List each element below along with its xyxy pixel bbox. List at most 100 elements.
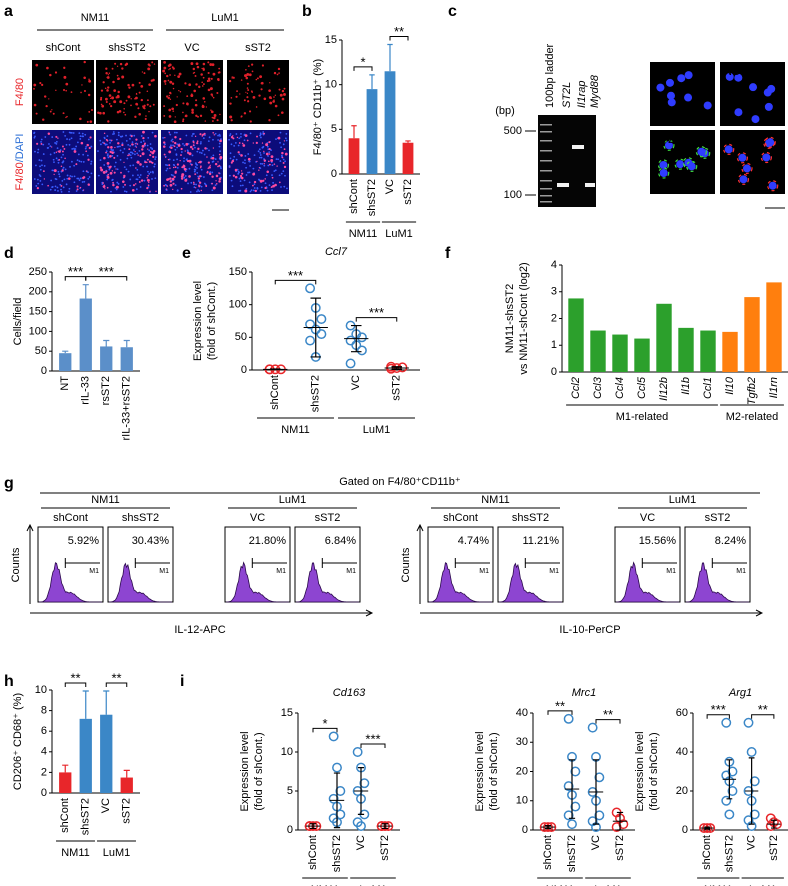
nucleus	[73, 164, 76, 167]
stained-cell	[102, 185, 106, 189]
stained-cell	[165, 156, 167, 158]
stained-cell	[199, 160, 202, 164]
stained-cell	[188, 175, 191, 178]
bar	[722, 331, 738, 372]
stained-cell	[54, 71, 58, 74]
sample-label: sST2	[705, 512, 731, 524]
nucleus	[189, 163, 192, 165]
stained-cell	[207, 88, 211, 92]
nucleus	[262, 131, 265, 133]
bar	[634, 338, 650, 372]
ladder-band	[540, 201, 552, 203]
stained-cell	[140, 84, 144, 88]
error-bar	[351, 125, 357, 139]
stained-cell	[180, 147, 183, 151]
nucleus	[183, 157, 185, 160]
nucleus	[54, 185, 57, 188]
nucleus	[201, 149, 204, 152]
stained-cell	[87, 93, 91, 97]
nucleus	[252, 167, 255, 170]
stained-cell	[108, 166, 112, 169]
nucleus	[54, 142, 57, 144]
stained-cell	[232, 137, 235, 140]
stained-cell	[49, 110, 52, 113]
stained-cell	[235, 95, 238, 98]
nucleus	[242, 161, 244, 164]
nucleus	[60, 188, 62, 191]
stained-cell	[174, 74, 176, 77]
stained-cell	[197, 115, 199, 118]
y-tick-label: 100	[29, 325, 47, 337]
gel-lane-label: Myd88	[589, 74, 601, 108]
y-axis-label: Expression level	[634, 731, 646, 811]
y-tick-label: 10	[516, 795, 528, 807]
stained-cell	[194, 75, 197, 77]
nucleus	[260, 156, 263, 159]
stained-cell	[200, 166, 202, 169]
nucleus	[244, 155, 247, 157]
nucleus	[196, 190, 198, 193]
nucleus	[78, 160, 81, 163]
stained-cell	[208, 172, 212, 176]
stained-cell	[240, 154, 243, 157]
membrane-stain	[699, 147, 711, 159]
stained-cell	[174, 166, 177, 169]
y-axis-label: Counts	[10, 547, 22, 582]
stained-cell	[75, 163, 78, 166]
nucleus	[208, 149, 210, 152]
stained-cell	[251, 70, 254, 73]
stained-cell	[169, 80, 173, 84]
nucleus	[677, 74, 686, 83]
stained-cell	[210, 110, 214, 114]
stained-cell	[268, 89, 271, 92]
data-point	[749, 776, 760, 787]
bar	[120, 777, 133, 793]
nucleus	[49, 145, 52, 148]
stained-cell	[88, 110, 91, 113]
nucleus	[217, 134, 219, 137]
stained-cell	[193, 89, 197, 93]
nucleus	[667, 98, 676, 107]
stained-cell	[282, 161, 285, 164]
nucleus	[61, 179, 64, 182]
stained-cell	[63, 75, 67, 79]
significance-bracket	[751, 714, 775, 719]
stained-cell	[240, 170, 243, 172]
stained-cell	[201, 85, 204, 87]
nucleus	[38, 159, 41, 161]
nucleus	[135, 178, 138, 181]
stained-cell	[101, 104, 105, 108]
significance-bracket	[360, 743, 386, 748]
nucleus	[140, 135, 143, 137]
nucleus	[116, 168, 119, 171]
nucleus	[41, 183, 44, 186]
significance-bracket	[105, 682, 128, 688]
nucleus	[267, 155, 269, 157]
stain-label: NC	[654, 66, 670, 78]
stained-cell	[105, 100, 108, 104]
nucleus	[164, 143, 166, 146]
nucleus	[77, 141, 79, 144]
nucleus	[134, 145, 137, 148]
stained-cell	[136, 143, 139, 145]
nucleus	[99, 139, 102, 142]
error-bar	[369, 74, 375, 90]
row-label-part: /DAPI	[14, 134, 26, 163]
stained-cell	[248, 110, 252, 113]
y-axis-label: vs NM11-shCont (log2)	[518, 262, 530, 374]
y-tick-label: 10	[325, 79, 337, 91]
stained-cell	[185, 142, 189, 146]
nucleus	[268, 184, 271, 187]
stained-cell	[128, 148, 131, 151]
bar	[590, 330, 606, 372]
x-tick-label: Il1rn	[768, 377, 780, 398]
data-point	[305, 335, 316, 346]
stained-cell	[134, 115, 137, 119]
nucleus	[265, 174, 268, 177]
stained-cell	[206, 79, 210, 83]
data-point	[567, 819, 577, 830]
stained-cell	[218, 164, 221, 167]
stained-cell	[87, 158, 90, 161]
gate-marker	[64, 558, 100, 568]
error-bar	[103, 339, 110, 347]
